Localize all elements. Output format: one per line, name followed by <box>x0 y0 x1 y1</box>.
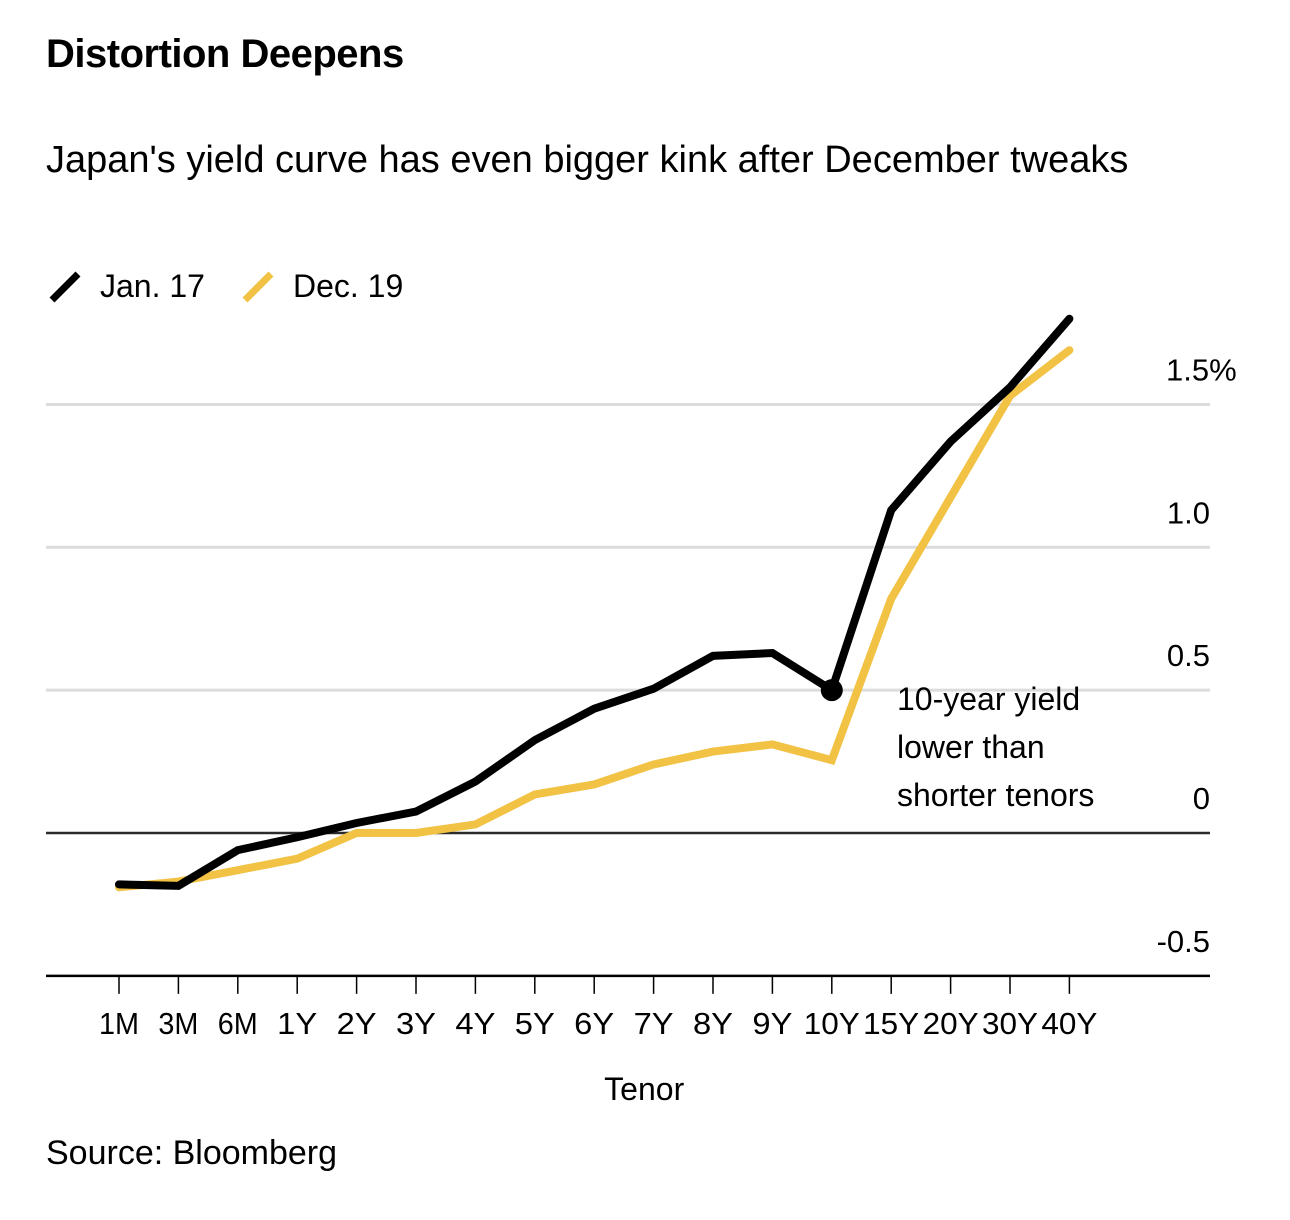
y-tick-label: 0 <box>1193 781 1210 816</box>
x-tick-label: 7Y <box>634 1006 674 1041</box>
x-tick-label: 3Y <box>396 1006 436 1041</box>
series-lines <box>115 314 1074 892</box>
annotation-marker-dot <box>820 679 843 702</box>
x-tick-label: 1Y <box>277 1006 317 1041</box>
x-tick-label: 8Y <box>693 1006 733 1041</box>
chart-subtitle: Japan's yield curve has even bigger kink… <box>46 139 1129 181</box>
legend-item-dec19: Dec. 19 <box>239 266 403 306</box>
y-tick-label: 1.0 <box>1167 495 1210 530</box>
legend-line-dec19 <box>242 271 274 303</box>
legend-swatch-jan17-icon <box>49 271 81 303</box>
annotation-text-line: 10-year yield <box>897 681 1080 717</box>
legend: Jan. 17 Dec. 19 <box>46 266 437 306</box>
x-tick-label: 3M <box>158 1006 198 1041</box>
legend-label-dec19: Dec. 19 <box>292 267 404 304</box>
x-tick-label: 15Y <box>863 1006 919 1041</box>
x-tick-label: 20Y <box>923 1006 979 1041</box>
y-tick-label: 1.5% <box>1166 352 1237 387</box>
legend-item-jan17: Jan. 17 <box>46 266 205 306</box>
x-tick-label: 40Y <box>1041 1006 1097 1041</box>
x-tick-label: 4Y <box>455 1006 495 1041</box>
x-tick-label: 1M <box>99 1006 139 1041</box>
annotation-text-line: lower than <box>897 729 1045 765</box>
source-note: Source: Bloomberg <box>46 1134 338 1172</box>
annotation-text-line: shorter tenors <box>897 777 1094 813</box>
gridlines <box>46 402 1210 835</box>
y-tick-label: -0.5 <box>1157 924 1210 959</box>
legend-swatch-dec19-icon <box>242 271 274 303</box>
x-tick-label: 2Y <box>337 1006 377 1041</box>
x-axis: 1M 3M 6M 1Y 2Y 3Y 4Y 5Y 6Y 7Y 8Y 9Y 10Y 15Y 20Y 30Y 40Y <box>46 974 1210 1041</box>
chart-title: Distortion Deepens <box>46 32 404 76</box>
x-tick-label: 9Y <box>752 1006 792 1041</box>
x-tick-label: 30Y <box>982 1006 1038 1041</box>
legend-line-jan17 <box>49 271 81 303</box>
x-tick-label: 10Y <box>804 1006 860 1041</box>
x-tick-label: 6M <box>218 1006 258 1041</box>
y-tick-label: 0.5 <box>1167 638 1210 673</box>
x-tick-label: 5Y <box>515 1006 555 1041</box>
x-axis-title: Tenor <box>604 1071 684 1107</box>
legend-label-jan17: Jan. 17 <box>100 267 205 304</box>
y-axis-ticks: 1.5% 1.0 0.5 0 -0.5 <box>1157 352 1237 958</box>
x-tick-label: 6Y <box>574 1006 614 1041</box>
annotation: 10-year yield lower than shorter tenors <box>820 679 1094 813</box>
